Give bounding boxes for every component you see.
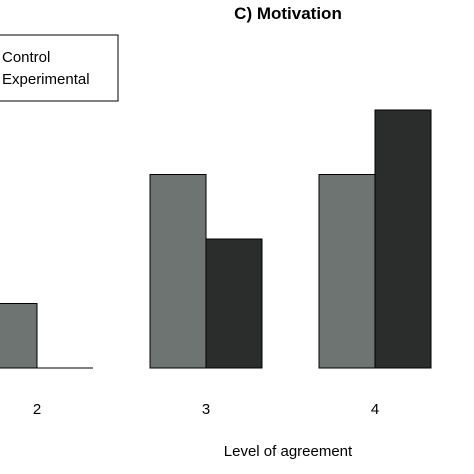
bar-control-3 [149,174,207,369]
legend-label-experimental: Experimental [2,71,90,88]
bars-group [0,109,432,369]
bar-experimental-3 [205,238,263,369]
bar-control-2 [0,303,38,369]
chart-title: C) Motivation [234,4,342,23]
legend-label-control: Control [2,49,50,66]
x-tick-labels: 2 3 4 [33,401,379,418]
x-axis-label: Level of agreement [224,443,353,460]
x-tick-label-3: 3 [202,401,210,418]
x-tick-label-4: 4 [371,401,379,418]
bar-control-4 [318,174,376,369]
legend-box [0,34,119,102]
x-tick-label-2: 2 [33,401,41,418]
legend: Control Experimental [0,34,119,102]
bar-experimental-4 [374,109,432,369]
